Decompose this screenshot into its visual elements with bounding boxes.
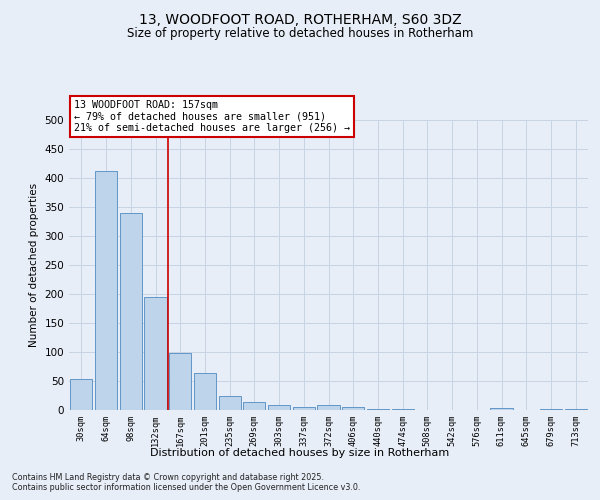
Bar [565, 409, 587, 410]
Bar [169, 353, 191, 410]
Bar [70, 380, 92, 410]
Text: Contains HM Land Registry data © Crown copyright and database right 2025.
Contai: Contains HM Land Registry data © Crown c… [12, 473, 361, 492]
Bar [243, 402, 265, 410]
Bar [218, 396, 241, 410]
Bar [95, 171, 117, 410]
Text: 13, WOODFOOT ROAD, ROTHERHAM, S60 3DZ: 13, WOODFOOT ROAD, ROTHERHAM, S60 3DZ [139, 12, 461, 26]
Bar [317, 405, 340, 410]
Bar [342, 407, 364, 410]
Bar [367, 409, 389, 410]
Bar [194, 374, 216, 410]
Text: Distribution of detached houses by size in Rotherham: Distribution of detached houses by size … [151, 448, 449, 458]
Bar [293, 406, 315, 410]
Text: Size of property relative to detached houses in Rotherham: Size of property relative to detached ho… [127, 28, 473, 40]
Bar [540, 409, 562, 410]
Bar [490, 408, 512, 410]
Bar [119, 213, 142, 410]
Bar [145, 297, 167, 410]
Text: 13 WOODFOOT ROAD: 157sqm
← 79% of detached houses are smaller (951)
21% of semi-: 13 WOODFOOT ROAD: 157sqm ← 79% of detach… [74, 100, 350, 133]
Bar [268, 406, 290, 410]
Y-axis label: Number of detached properties: Number of detached properties [29, 183, 39, 347]
